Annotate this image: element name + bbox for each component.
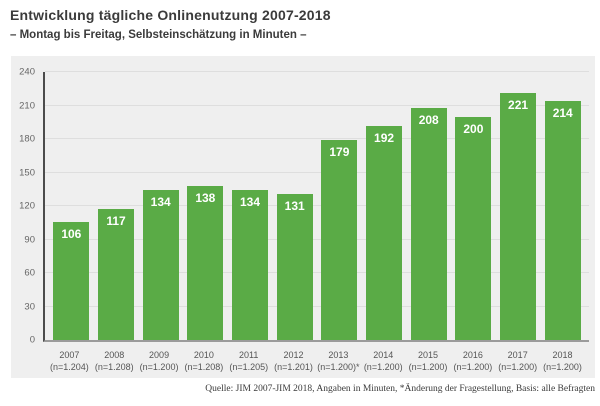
x-tick-n: (n=1.200) [363, 362, 403, 373]
x-tick-n: (n=1.204) [50, 362, 89, 373]
x-tick-year: 2014 [373, 350, 394, 360]
bar-slot: 117 [94, 72, 139, 340]
bar: 117 [98, 209, 134, 340]
bar-value-label: 214 [552, 106, 573, 121]
bar-slot: 134 [228, 72, 273, 340]
bar: 214 [544, 101, 581, 340]
bar-value-label: 208 [418, 112, 439, 127]
gridline [45, 104, 589, 106]
bar: 200 [455, 116, 492, 340]
bar: 131 [276, 193, 313, 340]
plot-area: 106 117 134 138 134 131 179 192 208 200 221 214 0 30… [19, 67, 589, 346]
bar-value-label: 134 [150, 195, 171, 210]
x-tick-n: (n=1.200) [408, 362, 448, 373]
x-tick-year: 2010 [193, 350, 214, 360]
bar-value-label: 117 [106, 214, 126, 229]
bar: 138 [187, 185, 224, 340]
x-tick-year: 2013 [328, 350, 349, 360]
gridline [45, 205, 589, 206]
x-tick-year: 2018 [552, 350, 573, 360]
x-tick-label: 2015 (n=1.200) [406, 342, 451, 378]
gridlines [45, 71, 589, 340]
y-tick-label: 240 [19, 66, 35, 78]
gridline [45, 138, 589, 139]
bar-slot: 192 [362, 72, 407, 340]
x-tick-n: (n=1.205) [229, 362, 269, 373]
y-tick-label: 60 [24, 267, 35, 279]
bar-value-label: 179 [329, 145, 350, 160]
x-tick-label: 2007 (n=1.204) [47, 342, 92, 378]
bars-container: 106 117 134 138 134 131 179 192 208 200 221 214 [45, 72, 589, 340]
bar: 192 [366, 125, 403, 340]
x-tick-label: 2010 (n=1.208) [181, 342, 226, 378]
bar: 134 [232, 190, 269, 340]
x-tick-label: 2008 (n=1.208) [92, 342, 137, 378]
x-tick-year: 2008 [104, 350, 125, 360]
bar-slot: 138 [183, 72, 228, 340]
x-tick-n: (n=1.200)* [317, 362, 360, 373]
y-tick-label: 180 [19, 133, 35, 145]
x-tick-year: 2012 [283, 350, 304, 360]
gridline [45, 305, 589, 307]
x-tick-label: 2018 (n=1.200) [540, 342, 585, 378]
bar-value-label: 106 [61, 226, 82, 241]
bar-value-label: 200 [463, 121, 484, 136]
chart-panel: 106 117 134 138 134 131 179 192 208 200 221 214 0 30… [11, 56, 595, 378]
gridline [45, 71, 589, 72]
bar-slot: 179 [317, 72, 362, 340]
x-tick-n: (n=1.201) [274, 362, 313, 373]
x-tick-year: 2007 [59, 350, 80, 360]
bar-value-label: 138 [195, 190, 216, 205]
bar-value-label: 131 [284, 198, 305, 213]
x-tick-year: 2017 [507, 350, 528, 360]
x-tick-label: 2017 (n=1.200) [495, 342, 540, 378]
y-tick-label: 120 [19, 200, 35, 212]
gridline [45, 238, 589, 240]
bar: 208 [410, 107, 447, 340]
bar-value-label: 221 [508, 98, 529, 113]
x-tick-year: 2009 [149, 350, 170, 360]
x-tick-label: 2009 (n=1.200) [137, 342, 182, 378]
y-tick-label: 210 [19, 100, 35, 111]
x-tick-n: (n=1.200) [543, 362, 582, 373]
source-note: Quelle: JIM 2007-JIM 2018, Angaben in Mi… [205, 384, 595, 394]
y-tick-label: 150 [19, 167, 35, 178]
gridline [45, 171, 589, 173]
bar: 221 [500, 93, 537, 340]
x-tick-label: 2016 (n=1.200) [450, 342, 495, 378]
bar: 179 [321, 140, 358, 340]
bar-slot: 131 [272, 72, 317, 340]
bar-value-label: 134 [240, 195, 261, 210]
x-axis-labels: 2007 (n=1.204) 2008 (n=1.208) 2009 (n=1.200) 2… [43, 342, 589, 378]
x-tick-label: 2013 (n=1.200)* [316, 342, 361, 378]
bar-slot: 200 [451, 72, 496, 340]
x-tick-label: 2011 (n=1.205) [226, 342, 271, 378]
bar: 106 [53, 221, 90, 340]
x-tick-n: (n=1.208) [184, 362, 224, 373]
chart-subtitle: – Montag bis Freitag, Selbsteinschätzung… [10, 29, 307, 41]
x-tick-n: (n=1.200) [453, 362, 493, 373]
y-tick-label: 30 [24, 301, 35, 312]
bar-slot: 106 [49, 72, 94, 340]
y-tick-label: 0 [29, 334, 35, 346]
gridline [45, 272, 589, 273]
bar-value-label: 192 [374, 130, 395, 145]
x-tick-n: (n=1.200) [498, 362, 538, 373]
x-tick-n: (n=1.200) [139, 362, 179, 373]
bar-slot: 221 [496, 72, 541, 340]
x-tick-year: 2015 [418, 350, 439, 360]
x-tick-label: 2014 (n=1.200) [361, 342, 406, 378]
chart-title: Entwicklung tägliche Onlinenutzung 2007-… [10, 7, 331, 23]
bar-slot: 134 [138, 72, 183, 340]
x-tick-label: 2012 (n=1.201) [271, 342, 316, 378]
x-tick-n: (n=1.208) [94, 362, 134, 373]
bar-slot: 214 [540, 72, 585, 340]
bar-slot: 208 [406, 72, 451, 340]
x-tick-year: 2016 [462, 350, 483, 360]
x-tick-year: 2011 [239, 350, 259, 360]
y-tick-label: 90 [24, 234, 35, 245]
bar: 134 [142, 190, 179, 340]
